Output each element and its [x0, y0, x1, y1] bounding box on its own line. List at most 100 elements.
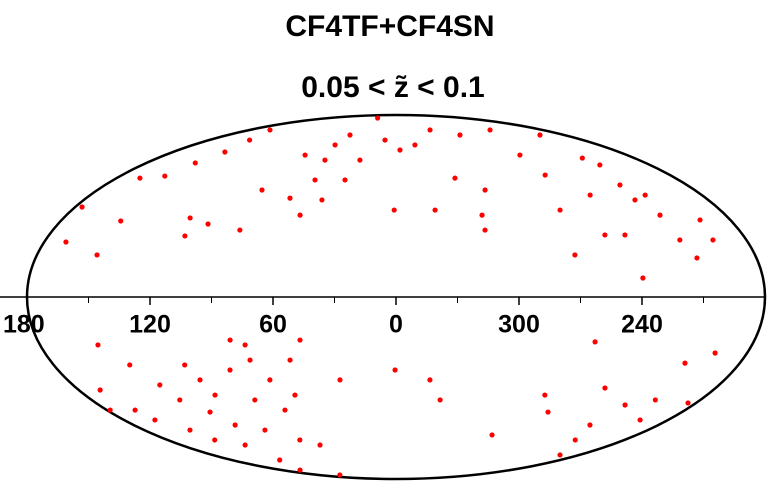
data-point: [694, 255, 700, 261]
data-point: [657, 212, 663, 218]
data-point: [677, 237, 683, 243]
data-point: [262, 427, 268, 433]
data-point: [252, 397, 258, 403]
data-point: [322, 157, 328, 163]
x-tick-label: 240: [621, 311, 663, 339]
data-point: [287, 357, 293, 363]
data-point: [557, 452, 563, 458]
data-point: [127, 362, 133, 368]
data-point: [187, 215, 193, 221]
data-point: [242, 442, 248, 448]
data-point: [572, 437, 578, 443]
data-point: [212, 437, 218, 443]
data-point: [107, 407, 113, 413]
data-point: [622, 232, 628, 238]
data-point: [259, 187, 265, 193]
data-point: [602, 385, 608, 391]
data-point: [157, 382, 163, 388]
data-point: [337, 472, 343, 478]
data-point: [297, 337, 303, 343]
data-point: [222, 149, 228, 155]
x-tick-label: 0: [389, 311, 403, 339]
chart-subtitle: 0.05 < z̃ < 0.1: [301, 71, 484, 104]
data-point: [682, 360, 688, 366]
data-point: [342, 177, 348, 183]
data-point: [542, 392, 548, 398]
data-point: [517, 152, 523, 158]
data-point: [267, 127, 273, 133]
data-point: [632, 197, 638, 203]
x-tick-label: 300: [498, 311, 540, 339]
data-point: [542, 172, 548, 178]
data-point: [187, 427, 193, 433]
data-point: [137, 175, 143, 181]
data-point: [277, 457, 283, 463]
data-point: [297, 212, 303, 218]
chart-title: CF4TF+CF4SN: [285, 10, 494, 43]
x-tick-label: 120: [129, 311, 171, 339]
data-point: [242, 342, 248, 348]
data-point: [94, 252, 100, 258]
data-point: [118, 218, 124, 224]
data-point: [302, 152, 308, 158]
data-point: [212, 392, 218, 398]
data-point: [432, 207, 438, 213]
data-point: [292, 392, 298, 398]
data-point: [652, 397, 658, 403]
data-point: [287, 195, 293, 201]
data-point: [622, 402, 628, 408]
data-point: [487, 127, 493, 133]
data-point: [267, 377, 273, 383]
data-point: [337, 377, 343, 383]
data-point: [710, 237, 716, 243]
data-point: [182, 233, 188, 239]
data-point: [587, 192, 593, 198]
data-point: [457, 132, 463, 138]
data-point: [162, 173, 168, 179]
data-point: [412, 142, 418, 148]
data-point: [685, 400, 691, 406]
data-point: [347, 132, 353, 138]
data-point: [392, 367, 398, 373]
data-point: [617, 182, 623, 188]
data-point: [382, 137, 388, 143]
data-point: [319, 197, 325, 203]
data-point: [95, 342, 101, 348]
x-tick-label: 60: [259, 311, 287, 339]
data-point: [177, 397, 183, 403]
data-point: [391, 207, 397, 213]
data-point: [132, 407, 138, 413]
data-point: [452, 175, 458, 181]
data-point: [297, 437, 303, 443]
data-point: [489, 432, 495, 438]
data-point: [375, 115, 381, 121]
data-point: [642, 192, 648, 198]
data-point: [237, 227, 243, 233]
data-point: [697, 217, 703, 223]
data-point: [479, 212, 485, 218]
x-tick-label: 180: [3, 311, 45, 339]
data-point: [312, 177, 318, 183]
data-point: [232, 422, 238, 428]
data-point: [317, 442, 323, 448]
data-point: [205, 221, 211, 227]
data-point: [332, 142, 338, 148]
data-point: [427, 377, 433, 383]
data-point: [437, 397, 443, 403]
data-point: [282, 407, 288, 413]
data-point: [246, 137, 253, 143]
data-point: [572, 252, 578, 258]
data-point: [79, 204, 85, 210]
data-point: [247, 357, 253, 363]
data-point: [482, 187, 488, 193]
data-point: [712, 350, 718, 356]
data-point: [427, 127, 433, 133]
data-point: [182, 362, 188, 368]
data-point: [637, 417, 643, 423]
data-point: [97, 387, 103, 393]
data-point: [482, 227, 488, 233]
data-point: [579, 155, 585, 161]
data-point: [63, 239, 69, 245]
data-point: [545, 409, 551, 415]
data-point: [597, 162, 603, 168]
